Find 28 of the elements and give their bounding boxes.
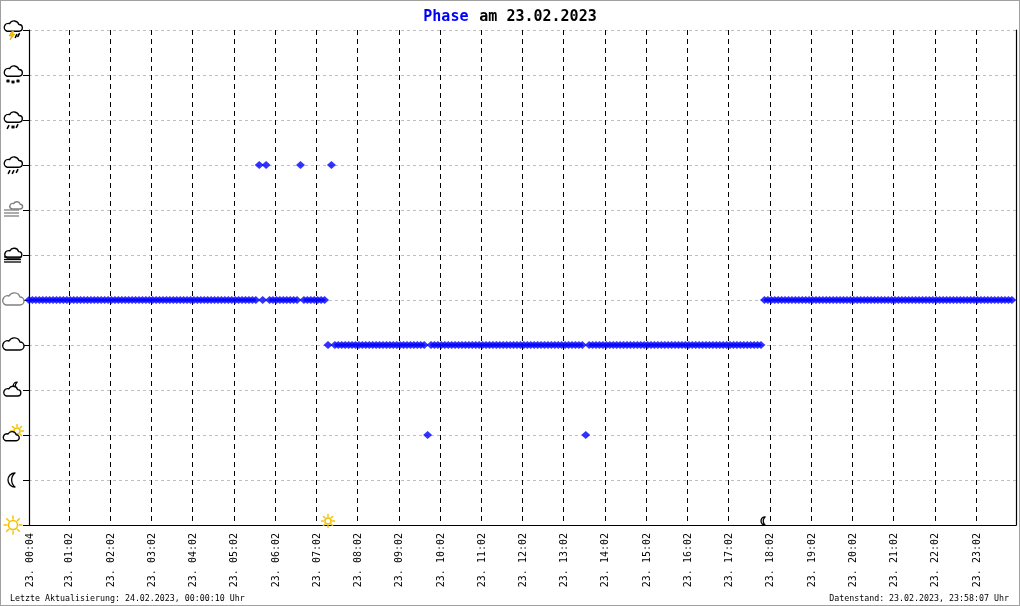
- x-tick-label: 23. 07:02: [310, 533, 322, 588]
- chart-title: am 23.02.2023: [479, 7, 597, 25]
- x-tick-label: 23. 09:02: [393, 533, 405, 588]
- x-tick-label: 23. 08:02: [352, 533, 364, 588]
- x-tick-label: 23. 14:02: [599, 533, 611, 588]
- x-tick-label: 23. 12:02: [517, 533, 528, 588]
- x-tick-label: 23. 23:02: [970, 533, 982, 588]
- x-tick-label: 23. 19:02: [805, 533, 817, 588]
- x-tick-label: 23. 04:02: [187, 533, 199, 588]
- x-tick-label: 23. 06:02: [269, 533, 281, 588]
- text: Phase: [423, 7, 469, 25]
- x-tick-label: 23. 11:02: [475, 533, 487, 588]
- x-tick-label: 23. 22:02: [929, 533, 941, 588]
- x-tick-label: 23. 01:02: [63, 533, 75, 588]
- x-tick-label: 23. 17:02: [723, 533, 735, 588]
- x-tick-label: 23. 05:02: [228, 533, 240, 588]
- x-tick-label: 23. 02:02: [104, 533, 116, 588]
- x-tick-label: 23. 00:04: [23, 533, 35, 588]
- text: Letzte Aktualisierung: 24.02.2023, 00:00:10 Uhr: [10, 593, 245, 603]
- x-tick-label: 23. 21:02: [888, 533, 900, 588]
- x-tick-label: 23. 13:02: [558, 533, 570, 588]
- x-tick-label: 23. 10:02: [434, 533, 446, 588]
- x-tick-label: 23. 16:02: [681, 533, 693, 588]
- x-tick-label: 23. 03:02: [145, 533, 157, 588]
- text: Datenstand: 23.02.2023, 23:58:07 Uhr: [829, 593, 1009, 603]
- x-tick-label: 23. 20:02: [846, 533, 858, 588]
- x-tick-label: 23. 15:02: [640, 533, 652, 588]
- x-tick-label: 23. 18:02: [764, 533, 776, 588]
